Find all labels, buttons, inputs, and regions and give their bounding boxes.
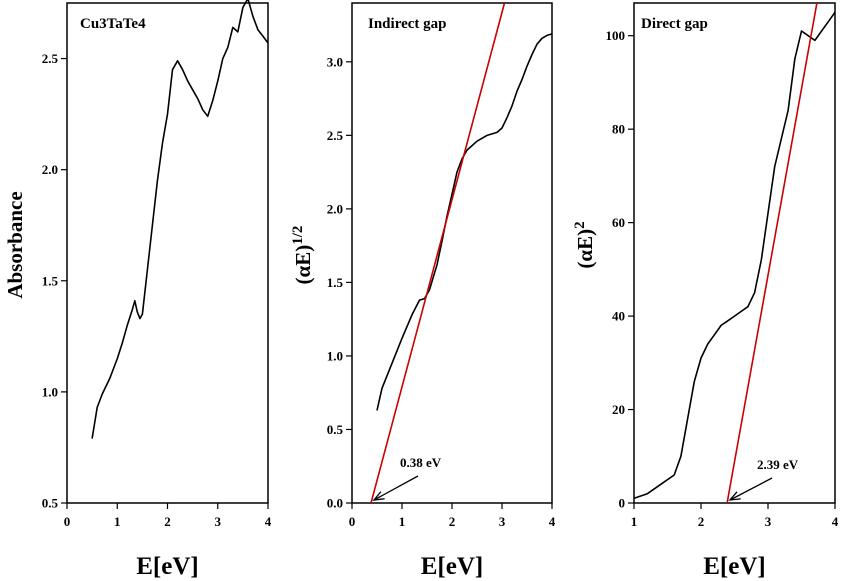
y-tick-label: 3.0 xyxy=(327,54,343,69)
y-tick-label: 40 xyxy=(612,309,625,324)
data-series-line-1 xyxy=(91,0,269,439)
x-axis-label: E[eV] xyxy=(421,553,483,580)
panel-title: Indirect gap xyxy=(368,16,446,32)
annotation-arrow-head xyxy=(372,491,385,501)
y-tick-label: 1.0 xyxy=(327,348,343,363)
y-axis-label: (αE)1/2 xyxy=(290,226,315,285)
x-tick-label: 2 xyxy=(449,514,456,529)
annotation-arrow-shaft xyxy=(373,475,419,501)
y-tick-label: 0 xyxy=(619,496,626,511)
x-tick-label: 2 xyxy=(698,514,705,529)
y-axis-label-base: (αE) xyxy=(573,229,597,269)
plot-frame-3 xyxy=(633,2,836,504)
x-axis-label: E[eV] xyxy=(703,553,765,580)
y-tick-label: 100 xyxy=(606,28,626,43)
x-tick-label: 3 xyxy=(499,514,506,529)
annotation-arrow-head xyxy=(728,491,741,501)
y-tick-label: 80 xyxy=(612,122,625,137)
y-axis-label-exponent: 1/2 xyxy=(290,226,306,245)
panel-title: Cu3TaTe4 xyxy=(80,16,146,32)
x-tick-label: 3 xyxy=(215,514,222,529)
y-tick-label: 1.5 xyxy=(327,275,344,290)
y-tick-label: 0.5 xyxy=(327,422,344,437)
x-tick-label: 2 xyxy=(164,514,171,529)
x-axis-label: E[eV] xyxy=(136,553,198,580)
y-axis-label-base: (αE) xyxy=(291,245,315,285)
x-tick-label: 4 xyxy=(549,514,556,529)
x-tick-label: 3 xyxy=(765,514,772,529)
x-tick-label: 4 xyxy=(832,514,839,529)
data-series-line-2 xyxy=(376,33,553,411)
y-tick-label: 0.0 xyxy=(327,496,343,511)
x-tick-label: 0 xyxy=(349,514,356,529)
plot-frame-1 xyxy=(66,2,269,504)
x-tick-label: 1 xyxy=(631,514,638,529)
x-tick-label: 4 xyxy=(265,514,272,529)
y-tick-label: 2.0 xyxy=(42,162,58,177)
x-tick-label: 1 xyxy=(114,514,121,529)
x-tick-label: 1 xyxy=(399,514,406,529)
y-axis-label: (αE)2 xyxy=(572,221,597,268)
y-tick-label: 0.5 xyxy=(42,496,59,511)
y-tick-label: 2.5 xyxy=(327,128,344,143)
y-tick-label: 2.0 xyxy=(327,201,343,216)
y-tick-label: 1.0 xyxy=(42,384,58,399)
x-tick-label: 0 xyxy=(64,514,71,529)
fit-line-3 xyxy=(726,2,818,504)
gap-annotation: 2.39 eV xyxy=(757,457,799,472)
y-tick-label: 20 xyxy=(612,402,625,417)
gap-annotation: 0.38 eV xyxy=(400,455,442,470)
annotation-arrow-shaft xyxy=(729,477,773,501)
data-series-line-3 xyxy=(633,11,836,500)
y-axis-label-exponent: 2 xyxy=(572,221,588,229)
y-tick-label: 2.5 xyxy=(42,51,59,66)
y-axis-label: Absorbance xyxy=(3,191,27,298)
y-tick-label: 1.5 xyxy=(42,273,59,288)
panel-title: Direct gap xyxy=(641,16,708,32)
fit-line-2 xyxy=(370,2,506,504)
y-tick-label: 60 xyxy=(612,215,625,230)
